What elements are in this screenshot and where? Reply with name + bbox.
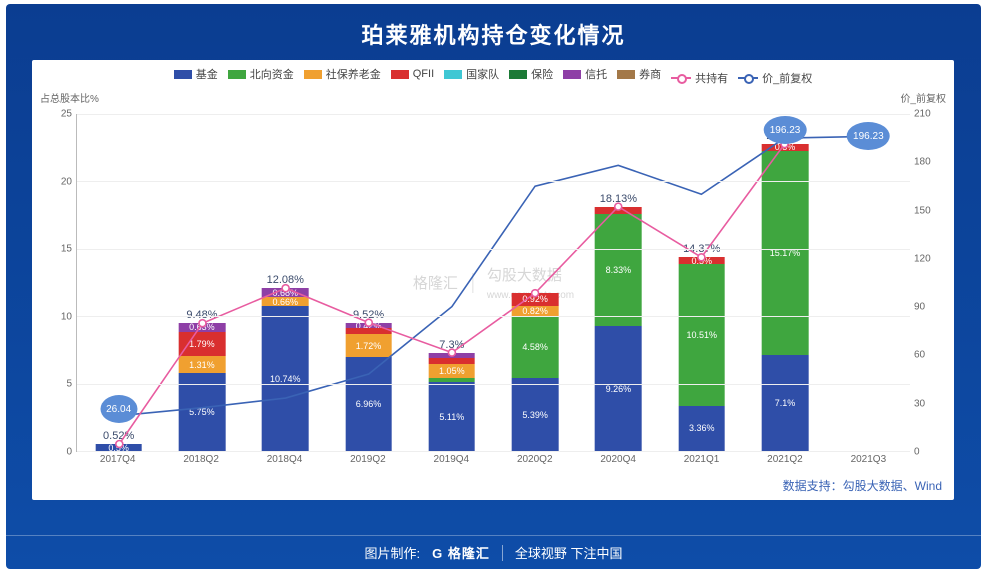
panel: 珀莱雅机构持仓变化情况 基金北向资金社保养老金QFII国家队保险信托券商共持有价… <box>6 4 981 569</box>
lines-layer <box>77 114 910 451</box>
x-axis: 2017Q42018Q22018Q42019Q22019Q42020Q22020… <box>76 454 910 472</box>
legend: 基金北向资金社保养老金 QFII 国家队保险信托券商共持有价_前复权 <box>32 66 954 86</box>
y-left-axis: 2520151050 <box>38 114 72 452</box>
x-tick: 2017Q4 <box>76 454 159 472</box>
footer-tag: 全球视野 下注中国 <box>515 543 623 562</box>
legend-item: 社保养老金 <box>304 66 381 82</box>
footer: 图片制作: G 格隆汇 全球视野 下注中国 <box>6 535 981 569</box>
y-right-axis: 2101801501209060300 <box>914 114 948 452</box>
x-tick: 2019Q2 <box>326 454 409 472</box>
x-tick: 2018Q4 <box>243 454 326 472</box>
legend-item: QFII <box>391 68 434 80</box>
x-tick: 2019Q4 <box>410 454 493 472</box>
legend-item: 券商 <box>617 66 661 82</box>
legend-item: 保险 <box>509 66 553 82</box>
legend-item: 价_前复权 <box>738 70 812 86</box>
data-source: 数据支持：勾股大数据、Wind <box>783 477 942 494</box>
x-tick: 2021Q2 <box>743 454 826 472</box>
x-tick: 2021Q1 <box>660 454 743 472</box>
x-tick: 2018Q2 <box>159 454 242 472</box>
legend-item: 信托 <box>563 66 607 82</box>
legend-item: 基金 <box>174 66 218 82</box>
x-tick: 2020Q4 <box>576 454 659 472</box>
legend-item: 共持有 <box>671 70 728 86</box>
plot-area: 格隆汇 勾股大数据 www.gogudata.com 0.5%0.52%0.63… <box>76 114 910 452</box>
x-tick: 2020Q2 <box>493 454 576 472</box>
footer-prefix: 图片制作: <box>365 543 421 562</box>
y-left-label: 占总股本比% <box>40 90 99 105</box>
data-bubble: 26.04 <box>100 395 137 423</box>
x-tick: 2021Q3 <box>827 454 910 472</box>
data-bubble: 196.23 <box>764 116 807 144</box>
footer-divider <box>502 545 503 561</box>
y-right-label: 价_前复权 <box>900 90 946 105</box>
footer-logo: G 格隆汇 <box>432 543 490 562</box>
legend-item: 国家队 <box>444 66 499 82</box>
frame: 珀莱雅机构持仓变化情况 基金北向资金社保养老金QFII国家队保险信托券商共持有价… <box>0 0 987 575</box>
legend-item: 北向资金 <box>228 66 294 82</box>
data-bubble: 196.23 <box>847 122 890 150</box>
chart-title: 珀莱雅机构持仓变化情况 <box>6 4 981 60</box>
chart-area: 基金北向资金社保养老金QFII国家队保险信托券商共持有价_前复权 占总股本比% … <box>32 60 954 500</box>
